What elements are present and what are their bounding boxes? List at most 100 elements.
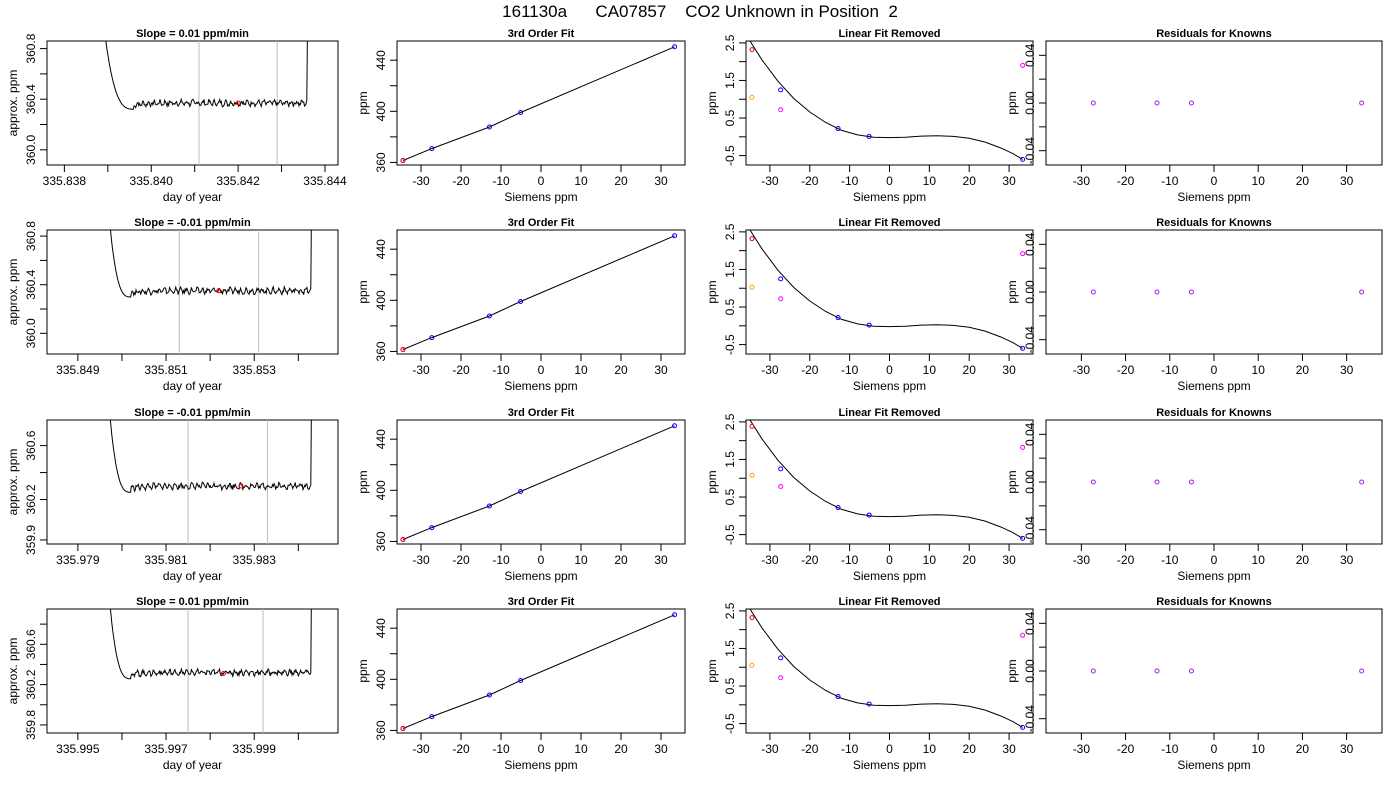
y-tick-label: 2.5	[723, 413, 737, 430]
y-tick-label: 2.5	[723, 34, 737, 51]
x-tick-label: -20	[452, 174, 470, 188]
residual-point	[1154, 668, 1160, 674]
x-axis-label: day of year	[163, 569, 222, 583]
x-tick-label: 30	[654, 174, 668, 188]
fit-line	[402, 235, 675, 350]
window-mean-point	[235, 100, 241, 106]
x-tick-label: 10	[574, 742, 588, 756]
y-tick-label: -0.04	[1023, 137, 1037, 165]
panel-linear_removed-row-3: Linear Fit Removed Siemens ppm ppm -30 -20 -1…	[705, 407, 1034, 583]
residual-point	[1359, 668, 1365, 674]
residual-point	[1188, 479, 1194, 485]
y-axis-label: approx. ppm	[6, 70, 20, 137]
y-axis-label: ppm	[705, 470, 719, 493]
x-tick-label: 335.979	[56, 553, 100, 567]
x-axis-label: Siemens ppm	[853, 379, 926, 393]
y-tick-label: 360.0	[24, 134, 38, 164]
magenta-point	[1020, 251, 1026, 257]
x-tick-label: -10	[841, 174, 859, 188]
panel-title: 3rd Order Fit	[508, 217, 575, 229]
x-tick-label: -20	[1117, 174, 1135, 188]
plot-frame	[745, 40, 1034, 166]
concentration-trace	[109, 230, 312, 298]
x-axis-label: Siemens ppm	[853, 569, 926, 583]
x-tick-label: 30	[654, 363, 668, 377]
x-tick-label: -20	[1117, 742, 1135, 756]
x-axis-label: day of year	[163, 758, 222, 772]
x-tick-label: 20	[1296, 174, 1310, 188]
plot-frame	[1045, 419, 1383, 545]
concentration-trace	[109, 609, 312, 680]
magenta-point	[778, 675, 784, 681]
residual-point	[1154, 289, 1160, 295]
y-axis-label: ppm	[1005, 470, 1019, 493]
fit-line	[402, 425, 675, 540]
magenta-point	[1020, 62, 1026, 68]
x-tick-label: -20	[801, 553, 819, 567]
y-tick-label: -0.04	[1023, 516, 1037, 544]
panel-fit-row-2: 3rd Order Fit Siemens ppm ppm -30 -20 -10 0 10 2…	[356, 217, 686, 393]
panel-title: Residuals for Knowns	[1156, 407, 1272, 419]
x-tick-label: 10	[923, 363, 937, 377]
x-tick-label: 10	[923, 742, 937, 756]
y-tick-label: -0.5	[723, 334, 737, 355]
residual-point	[1188, 668, 1194, 674]
y-tick-label: -0.5	[723, 713, 737, 734]
x-tick-label: 10	[1252, 742, 1266, 756]
plot-frame	[745, 419, 1034, 545]
y-tick-label: 0.00	[1023, 91, 1037, 115]
magenta-point	[1020, 632, 1026, 638]
x-tick-label: -30	[1073, 174, 1091, 188]
window-mean-point	[216, 288, 222, 294]
residual-point	[1090, 289, 1096, 295]
panel-residuals-row-4: Residuals for Knowns Siemens ppm ppm -30 -20…	[1005, 596, 1383, 772]
concentration-trace	[105, 41, 308, 110]
plot-frame	[1045, 40, 1383, 166]
panel-title: 3rd Order Fit	[508, 596, 575, 608]
y-tick-label: 400	[374, 101, 388, 121]
y-tick-label: 1.5	[723, 640, 737, 657]
x-tick-label: -10	[1161, 742, 1179, 756]
panel-title: Slope = 0.01 ppm/min	[136, 596, 249, 608]
cubic-curve	[749, 419, 1023, 539]
known-standard-point	[518, 298, 524, 304]
unknown-sample-point	[400, 158, 406, 164]
x-tick-label: 335.853	[233, 363, 277, 377]
x-tick-label: 10	[923, 174, 937, 188]
y-tick-label: 0.5	[723, 677, 737, 694]
x-tick-label: -10	[841, 742, 859, 756]
y-tick-label: 359.8	[24, 710, 38, 740]
concentration-trace	[109, 420, 312, 493]
known-standard-point	[835, 505, 841, 511]
y-tick-label: 440	[374, 239, 388, 259]
y-tick-label: 1.5	[723, 261, 737, 278]
y-tick-label: 2.5	[723, 602, 737, 619]
x-tick-label: -30	[1073, 363, 1091, 377]
x-axis-label: Siemens ppm	[504, 190, 577, 204]
x-tick-label: 30	[1002, 553, 1016, 567]
x-tick-label: -20	[1117, 363, 1135, 377]
x-axis-label: day of year	[163, 379, 222, 393]
known-standard-point	[778, 466, 784, 472]
figure-title: 161130a CA07857 CO2 Unknown in Position …	[502, 2, 898, 21]
panel-title: 3rd Order Fit	[508, 407, 575, 419]
unknown-sample-point	[749, 47, 755, 53]
known-standard-point	[1020, 535, 1026, 541]
y-tick-label: 0.04	[1023, 232, 1037, 256]
known-standard-point	[672, 44, 678, 50]
residual-point	[1154, 479, 1160, 485]
panel-fit-row-3: 3rd Order Fit Siemens ppm ppm -30 -20 -10 0 10 2…	[356, 407, 686, 583]
x-tick-label: 20	[1296, 553, 1310, 567]
y-tick-label: -0.5	[723, 145, 737, 166]
plot-frame	[396, 40, 686, 166]
x-tick-label: -10	[1161, 174, 1179, 188]
residual-point	[1154, 100, 1160, 106]
known-standard-point	[429, 714, 435, 720]
y-axis-label: approx. ppm	[6, 638, 20, 705]
known-standard-point	[429, 335, 435, 341]
x-tick-label: 0	[1211, 553, 1218, 567]
x-tick-label: 0	[886, 174, 893, 188]
known-standard-point	[429, 525, 435, 531]
x-tick-label: 335.844	[303, 174, 347, 188]
